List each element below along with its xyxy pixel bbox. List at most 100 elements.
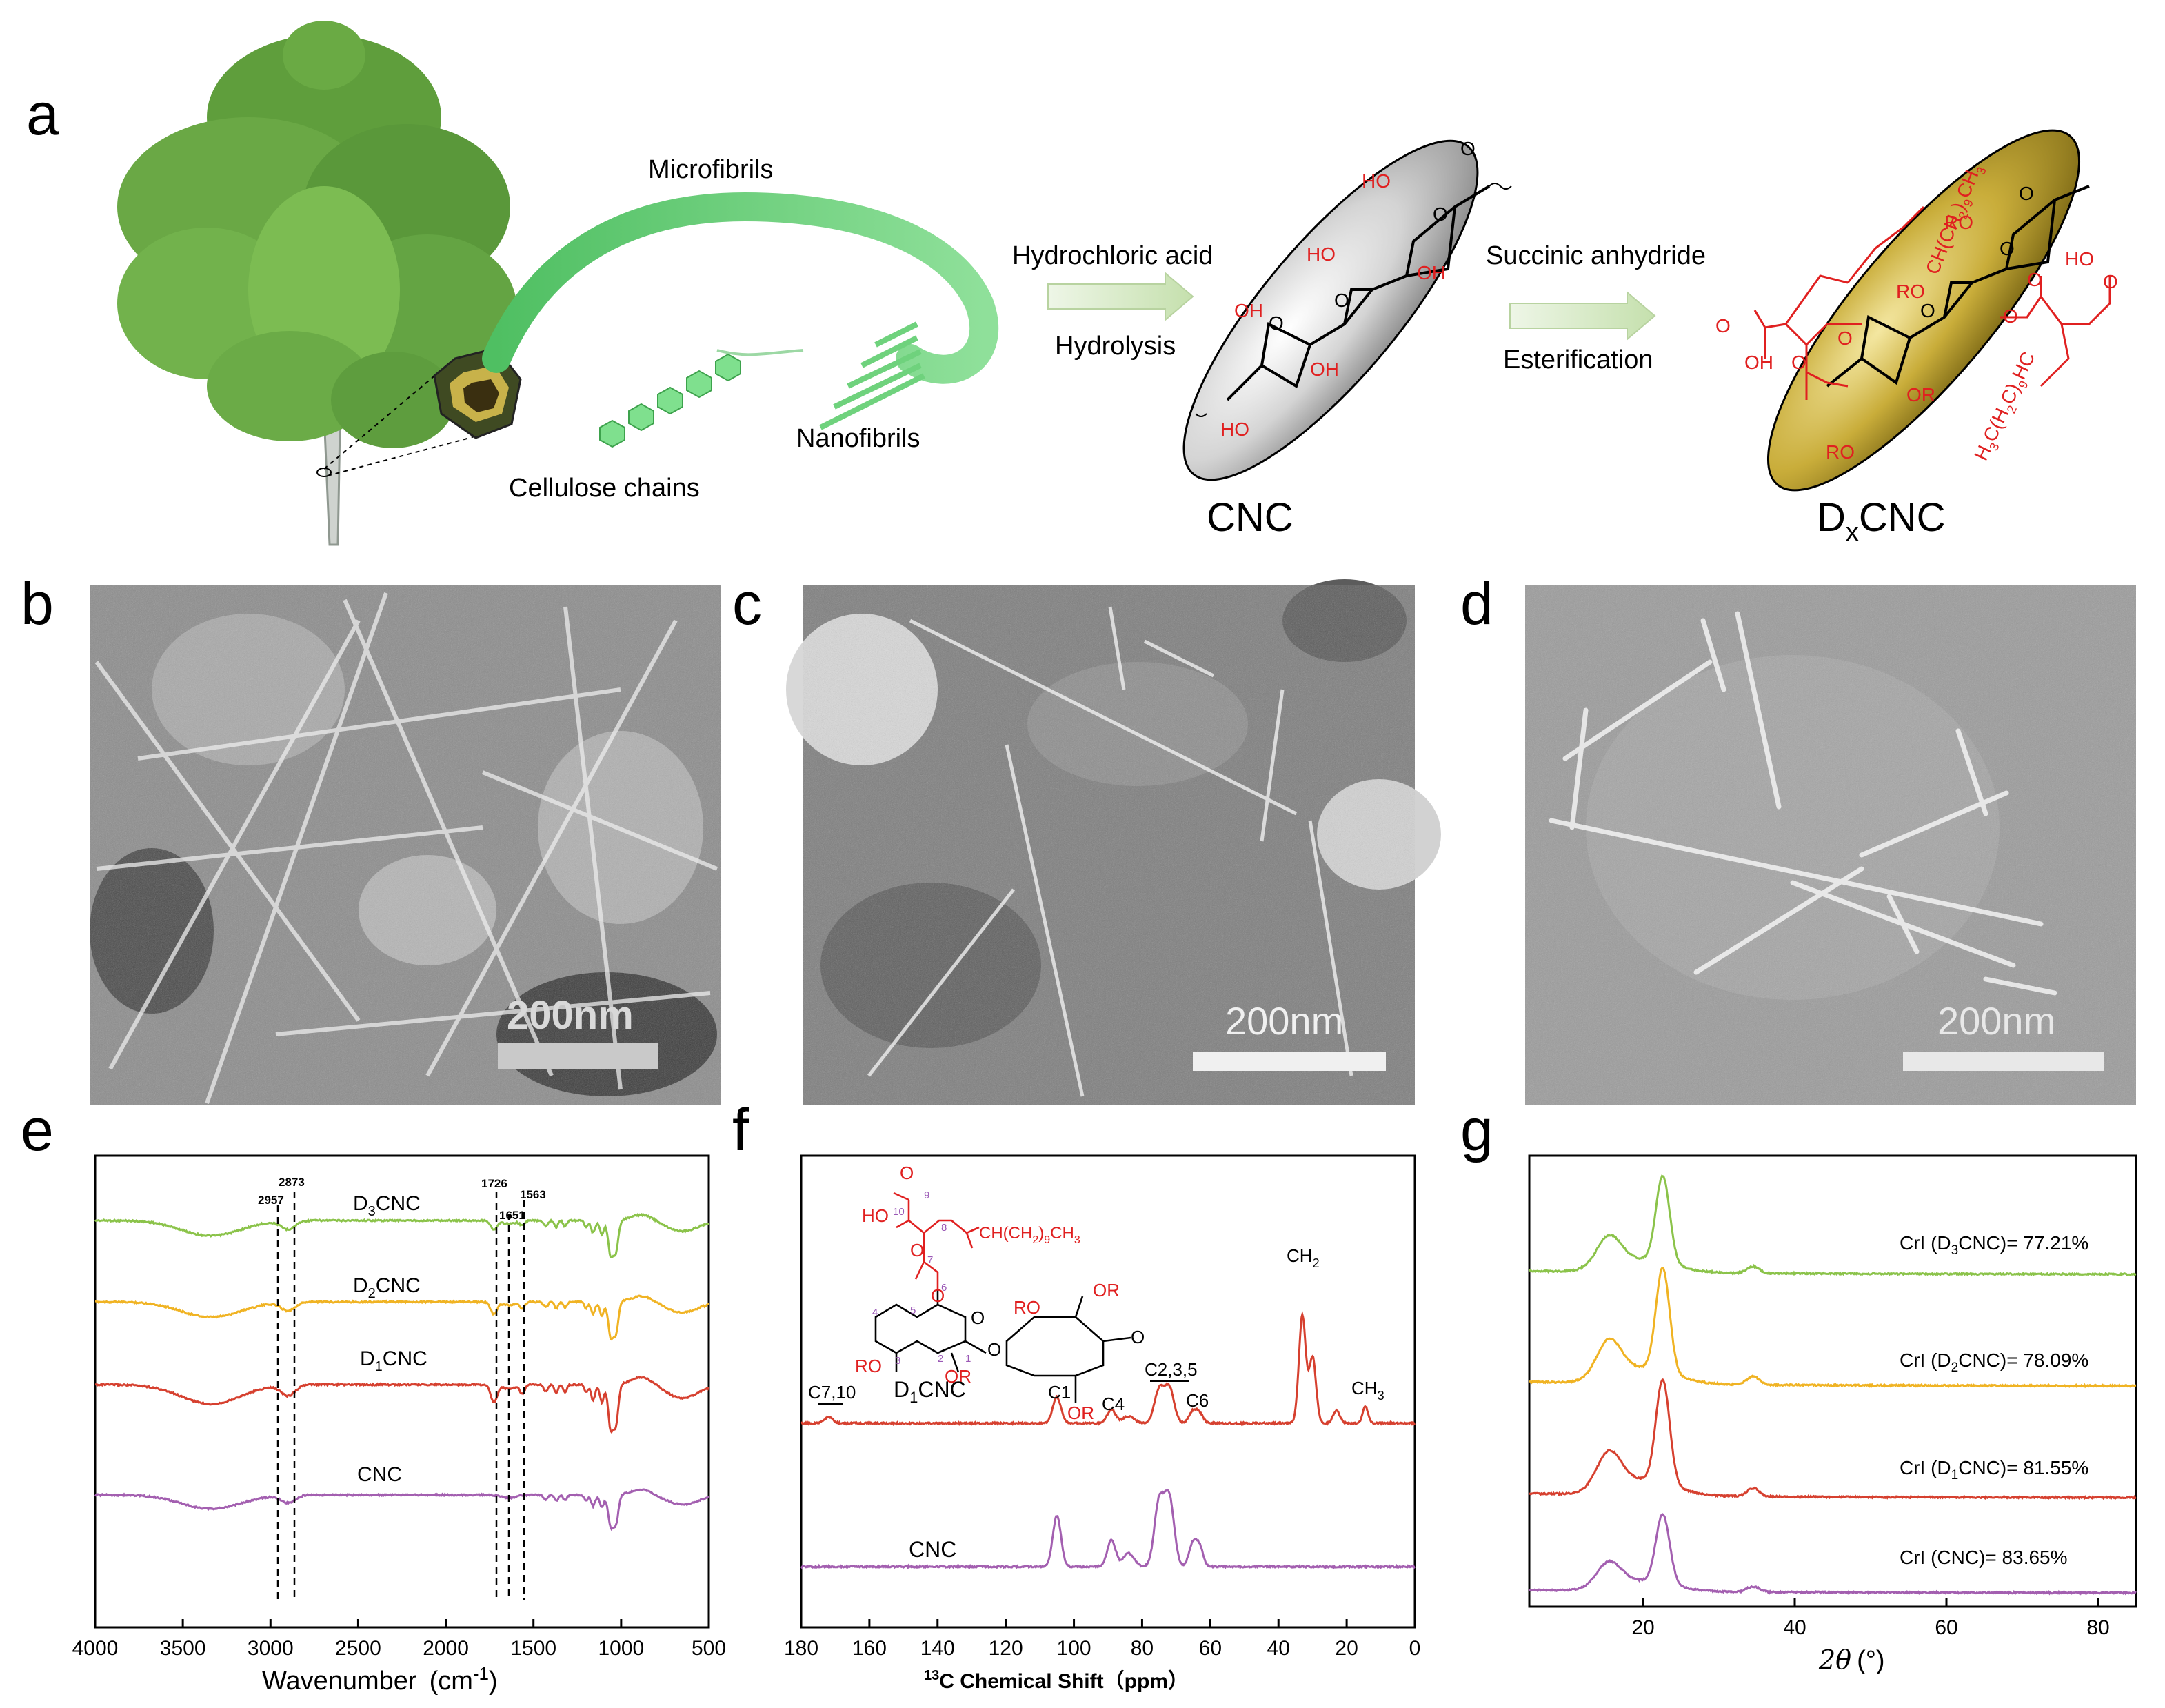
chart-g-tick-label-80: 80 <box>2086 1616 2109 1639</box>
ftir-d1cnc-line <box>94 1375 710 1434</box>
chart-f-x-ticks: 180 160 140 120 100 80 60 40 20 0 <box>784 1619 1420 1660</box>
chart-g-frame <box>1528 1154 2137 1608</box>
dx-left-o3: O <box>1837 328 1853 349</box>
num-7: 7 <box>927 1254 933 1266</box>
panel-label-a: a <box>26 81 59 148</box>
num-3: 3 <box>895 1355 900 1367</box>
num-8: 8 <box>941 1222 947 1234</box>
structure-o-ring2: O <box>1131 1327 1145 1347</box>
chart-e-tick-label-3000: 3000 <box>248 1637 294 1660</box>
cnc-o-1: O <box>1460 138 1476 159</box>
chart-e-x-ticks: 4000 3500 3000 2500 2000 1500 1000 500 <box>72 1619 726 1660</box>
chart-f-tick-label-60: 60 <box>1199 1637 1222 1660</box>
dx-ro-1: RO <box>1944 212 1973 233</box>
step1-arrow <box>1047 271 1194 322</box>
crl-label-d1cnc: CrI (D1CNC)= 81.55% <box>1900 1457 2088 1483</box>
series-label-d1cnc: D1CNC <box>360 1347 427 1374</box>
structure-or-1: OR <box>945 1366 971 1387</box>
chart-f-series <box>800 1310 1416 1570</box>
dx-o-1: O <box>2019 183 2034 204</box>
dx-right-o3: O <box>2103 271 2118 292</box>
microfibrils-label: Microfibrils <box>648 155 774 184</box>
chart-f-tick-label-140: 140 <box>920 1637 955 1660</box>
structure-ro-1: RO <box>855 1356 882 1376</box>
xrd-d1cnc-line <box>1529 1378 2137 1500</box>
cellulose-chains-label: Cellulose chains <box>509 474 700 503</box>
chart-f: 180 160 140 120 100 80 60 40 20 0 HO O O O CH(CH2… <box>784 1154 1420 1693</box>
chart-e-tick-label-500: 500 <box>692 1637 726 1660</box>
cnc-oh-2: OH <box>1234 300 1263 321</box>
chart-e-tick-label-2500: 2500 <box>335 1637 381 1660</box>
structure-o-link: O <box>987 1339 1001 1360</box>
chart-e-frame <box>94 1154 710 1629</box>
step2-arrow <box>1509 290 1656 341</box>
chart-e-x-label: Wavenumber (cm-1) <box>262 1663 498 1696</box>
dx-left-oh: OH <box>1744 352 1773 373</box>
dx-left-o2: O <box>1791 352 1806 373</box>
cnc-oh-1: OH <box>1417 262 1446 283</box>
cnc-oh-3: OH <box>1310 359 1339 380</box>
chart-f-tick-label-160: 160 <box>852 1637 887 1660</box>
structure-o-top: O <box>900 1163 914 1183</box>
series-label-d2cnc: D2CNC <box>353 1274 421 1301</box>
dx-left-o: O <box>1715 315 1731 336</box>
dx-o-3: O <box>1920 300 1935 321</box>
peak-ch2: CH2 <box>1287 1245 1320 1270</box>
cnc-o-4: O <box>1269 312 1284 334</box>
nmr-cnc-line <box>800 1488 1416 1570</box>
chart-f-x-label: 13C Chemical Shift（ppm） <box>924 1668 1189 1693</box>
series-label-f-d1cnc: D1CNC <box>894 1377 966 1406</box>
tem-b-scale-label: 200nm <box>507 993 634 1038</box>
peak-label-2957: 2957 <box>258 1194 284 1207</box>
peak-label-1651: 1651 <box>499 1209 525 1222</box>
num-4: 4 <box>872 1307 878 1318</box>
step2-reagent: Succinic anhydride <box>1486 241 1706 270</box>
cnc-o-2: O <box>1433 203 1448 225</box>
structure-o-ring1: O <box>971 1307 985 1328</box>
dx-right-ho: HO <box>2065 248 2094 270</box>
dx-ro-2: RO <box>1896 281 1925 302</box>
step1-reagent: Hydrochloric acid <box>1012 241 1213 270</box>
chart-g-x-label: 2θ (°) <box>1818 1645 1885 1675</box>
series-label-f-cnc: CNC <box>909 1537 956 1562</box>
structure-o-mid: O <box>910 1240 924 1260</box>
ftir-cnc-line <box>94 1488 709 1531</box>
peak-c6: C6 <box>1186 1390 1209 1411</box>
dx-ro-3: RO <box>1826 441 1855 463</box>
chart-f-tick-label-20: 20 <box>1335 1637 1358 1660</box>
panel-label-d: d <box>1460 571 1493 637</box>
cnc-label: CNC <box>1207 495 1293 540</box>
xrd-cnc-line <box>1529 1513 2137 1596</box>
chart-g: 20 40 60 80 CrI (D3CNC)= 77.21% CrI (D2CNC)… <box>1528 1154 2137 1675</box>
xrd-d3cnc-line <box>1528 1174 2137 1277</box>
num-2: 2 <box>938 1353 943 1365</box>
cnc-ho-2: HO <box>1307 243 1336 265</box>
chart-e-tick-label-2000: 2000 <box>423 1637 469 1660</box>
chart-e-tick-label-1000: 1000 <box>598 1637 644 1660</box>
cnc-particle: HO HO OH OH OH HO O O O O <box>1182 138 1512 481</box>
chart-g-tick-label-60: 60 <box>1935 1616 1957 1639</box>
structure-or-3: OR <box>1067 1403 1094 1423</box>
peak-ch3: CH3 <box>1351 1378 1384 1403</box>
num-1: 1 <box>965 1353 971 1365</box>
dx-o-2: O <box>2000 238 2015 259</box>
dxcnc-particle: RO RO OR RO O O O <box>1766 129 2090 492</box>
tem-d-scale-label: 200nm <box>1937 999 2055 1043</box>
peak-c1: C1 <box>1048 1382 1071 1403</box>
panel-label-e: e <box>21 1097 54 1163</box>
crl-label-d3cnc: CrI (D3CNC)= 77.21% <box>1900 1232 2088 1258</box>
series-label-cnc: CNC <box>357 1463 402 1486</box>
step1-process: Hydrolysis <box>1055 332 1176 361</box>
dx-right-o2: O <box>2003 305 2018 327</box>
series-label-d3cnc: D3CNC <box>353 1192 421 1219</box>
tree-illustration <box>117 21 517 546</box>
panel-label-g: g <box>1460 1097 1493 1163</box>
peak-label-2873: 2873 <box>279 1176 305 1189</box>
chart-f-tick-label-40: 40 <box>1267 1637 1290 1660</box>
panel-label-b: b <box>21 571 54 637</box>
dx-or-1: OR <box>1906 384 1935 405</box>
crl-label-d2cnc: CrI (D2CNC)= 78.09% <box>1900 1349 2088 1375</box>
dxcnc-label: DxCNC <box>1817 495 1946 547</box>
dxcnc-substituent-left <box>1753 205 1925 400</box>
